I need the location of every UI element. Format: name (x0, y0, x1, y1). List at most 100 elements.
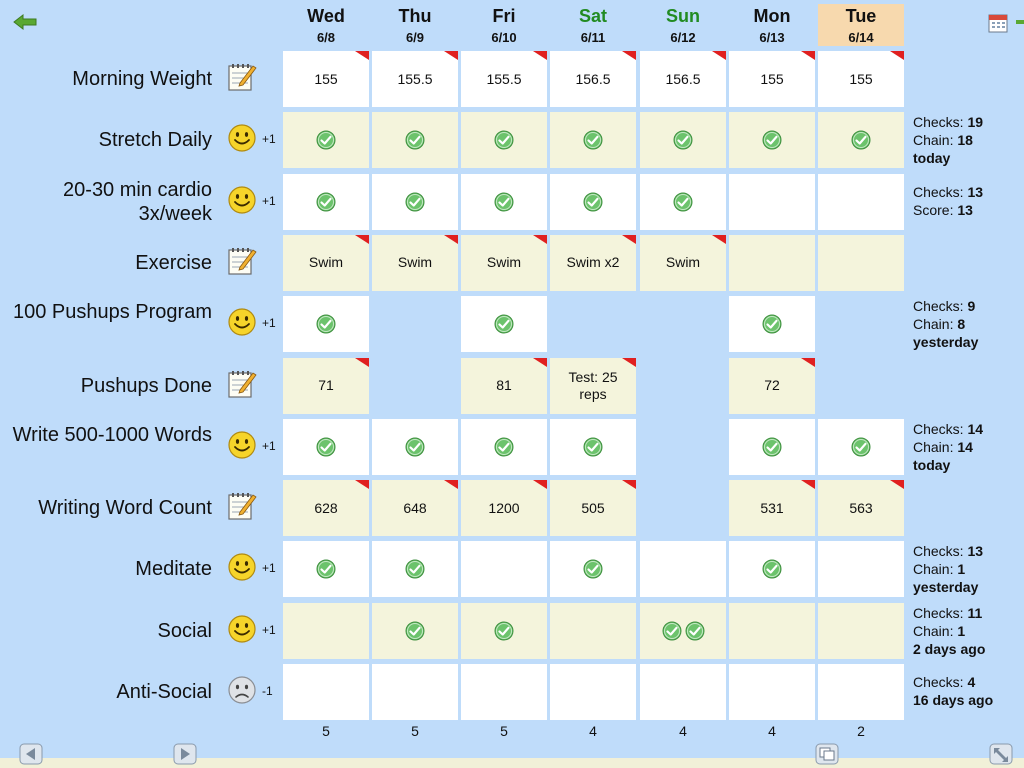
habit-cell[interactable]: Swim x2 (550, 234, 636, 291)
habit-cell[interactable] (283, 418, 369, 475)
habit-cell[interactable]: 81 (461, 357, 547, 414)
habit-cell[interactable] (283, 112, 369, 169)
habit-cell[interactable] (461, 296, 547, 353)
smiley-icon[interactable] (226, 306, 258, 338)
habit-cell[interactable] (729, 541, 815, 598)
habit-cell[interactable]: 648 (372, 480, 458, 537)
habit-label[interactable]: Writing Word Count (38, 497, 212, 520)
habit-cell[interactable]: Swim (640, 234, 726, 291)
habit-cell[interactable] (640, 173, 726, 230)
prev-page-icon[interactable] (19, 743, 43, 765)
habit-label[interactable]: Meditate (135, 558, 212, 581)
habit-cell[interactable] (372, 541, 458, 598)
habit-cell[interactable]: 155.5 (372, 51, 458, 107)
habit-cell[interactable] (818, 173, 904, 230)
checkmark-icon (316, 314, 336, 334)
notepad-icon[interactable] (226, 61, 258, 93)
habit-cell[interactable] (640, 664, 726, 720)
habit-cell[interactable] (372, 173, 458, 230)
note-flag-icon (444, 234, 458, 244)
habit-cell[interactable] (640, 112, 726, 169)
habit-cell[interactable] (283, 602, 369, 659)
habit-cell[interactable]: Swim (461, 234, 547, 291)
habit-cell[interactable] (461, 418, 547, 475)
habit-cell[interactable] (283, 173, 369, 230)
habit-cell[interactable] (818, 418, 904, 475)
habit-cell[interactable]: 156.5 (550, 51, 636, 107)
habit-cell[interactable]: 155.5 (461, 51, 547, 107)
habit-cell[interactable]: 155 (729, 51, 815, 107)
habit-cell[interactable]: 505 (550, 480, 636, 537)
habit-label[interactable]: Social (157, 619, 212, 642)
habit-cell[interactable] (729, 234, 815, 291)
habit-cell[interactable]: 1200 (461, 480, 547, 537)
smiley-icon[interactable] (226, 429, 258, 461)
habit-cell[interactable] (550, 112, 636, 169)
copy-icon[interactable] (815, 743, 839, 765)
habit-cell[interactable]: 72 (729, 357, 815, 414)
stat-line: Chain: 14 (913, 438, 1024, 456)
habit-cell[interactable] (818, 602, 904, 659)
smiley-icon[interactable] (226, 551, 258, 583)
habit-cell[interactable] (372, 602, 458, 659)
back-arrow-icon[interactable] (12, 12, 38, 32)
habit-cell[interactable] (461, 173, 547, 230)
habit-cell[interactable] (461, 541, 547, 598)
habit-cell[interactable] (729, 112, 815, 169)
notepad-icon[interactable] (226, 245, 258, 277)
smiley-icon[interactable] (226, 184, 258, 216)
habit-cell[interactable] (729, 664, 815, 720)
forward-arrow-icon[interactable] (1016, 15, 1024, 27)
habit-cell[interactable]: 71 (283, 357, 369, 414)
habit-cell[interactable] (550, 664, 636, 720)
frown-icon[interactable] (226, 674, 258, 706)
habit-label[interactable]: Anti-Social (116, 681, 212, 703)
habit-cell[interactable] (550, 173, 636, 230)
habit-cell[interactable] (640, 602, 726, 659)
habit-cell[interactable] (729, 602, 815, 659)
habit-cell[interactable]: 531 (729, 480, 815, 537)
habit-cell[interactable] (818, 664, 904, 720)
habit-cell[interactable] (283, 541, 369, 598)
habit-label[interactable]: 20-30 min cardio 3x/week (63, 178, 212, 225)
habit-label[interactable]: 100 Pushups Program (12, 301, 212, 324)
habit-label[interactable]: Exercise (135, 251, 212, 274)
habit-cell[interactable] (372, 418, 458, 475)
habit-cell[interactable] (729, 173, 815, 230)
habit-cell[interactable]: Test: 25 reps (550, 357, 636, 414)
habit-cell[interactable]: 155 (283, 51, 369, 107)
habit-cell[interactable]: Swim (372, 234, 458, 291)
next-page-icon[interactable] (173, 743, 197, 765)
habit-cell[interactable] (372, 112, 458, 169)
habit-label[interactable]: Pushups Done (80, 374, 212, 397)
habit-cell[interactable] (640, 541, 726, 598)
smiley-icon[interactable] (226, 613, 258, 645)
habit-label[interactable]: Morning Weight (72, 68, 212, 90)
habit-cell[interactable]: 563 (818, 480, 904, 537)
habit-cell[interactable] (818, 112, 904, 169)
notepad-icon[interactable] (226, 490, 258, 522)
habit-cell[interactable]: 156.5 (640, 51, 726, 107)
habit-cell[interactable] (550, 541, 636, 598)
habit-cell[interactable]: Swim (283, 234, 369, 291)
smiley-icon[interactable] (226, 122, 258, 154)
habit-cell[interactable] (461, 664, 547, 720)
habit-cell[interactable] (550, 418, 636, 475)
habit-label[interactable]: Write 500-1000 Words (12, 423, 212, 446)
habit-cell[interactable] (283, 296, 369, 353)
habit-cell[interactable]: 155 (818, 51, 904, 107)
habit-cell[interactable] (729, 418, 815, 475)
habit-label[interactable]: Stretch Daily (98, 129, 212, 152)
notepad-icon[interactable] (226, 368, 258, 400)
resize-icon[interactable] (989, 743, 1013, 765)
habit-cell[interactable] (461, 112, 547, 169)
habit-cell[interactable] (461, 602, 547, 659)
habit-cell[interactable] (818, 541, 904, 598)
habit-cell[interactable]: 628 (283, 480, 369, 537)
habit-cell[interactable] (372, 664, 458, 720)
habit-cell[interactable] (283, 664, 369, 720)
habit-cell[interactable] (550, 602, 636, 659)
calendar-icon[interactable] (988, 13, 1008, 33)
habit-cell[interactable] (818, 234, 904, 291)
habit-cell[interactable] (729, 296, 815, 353)
